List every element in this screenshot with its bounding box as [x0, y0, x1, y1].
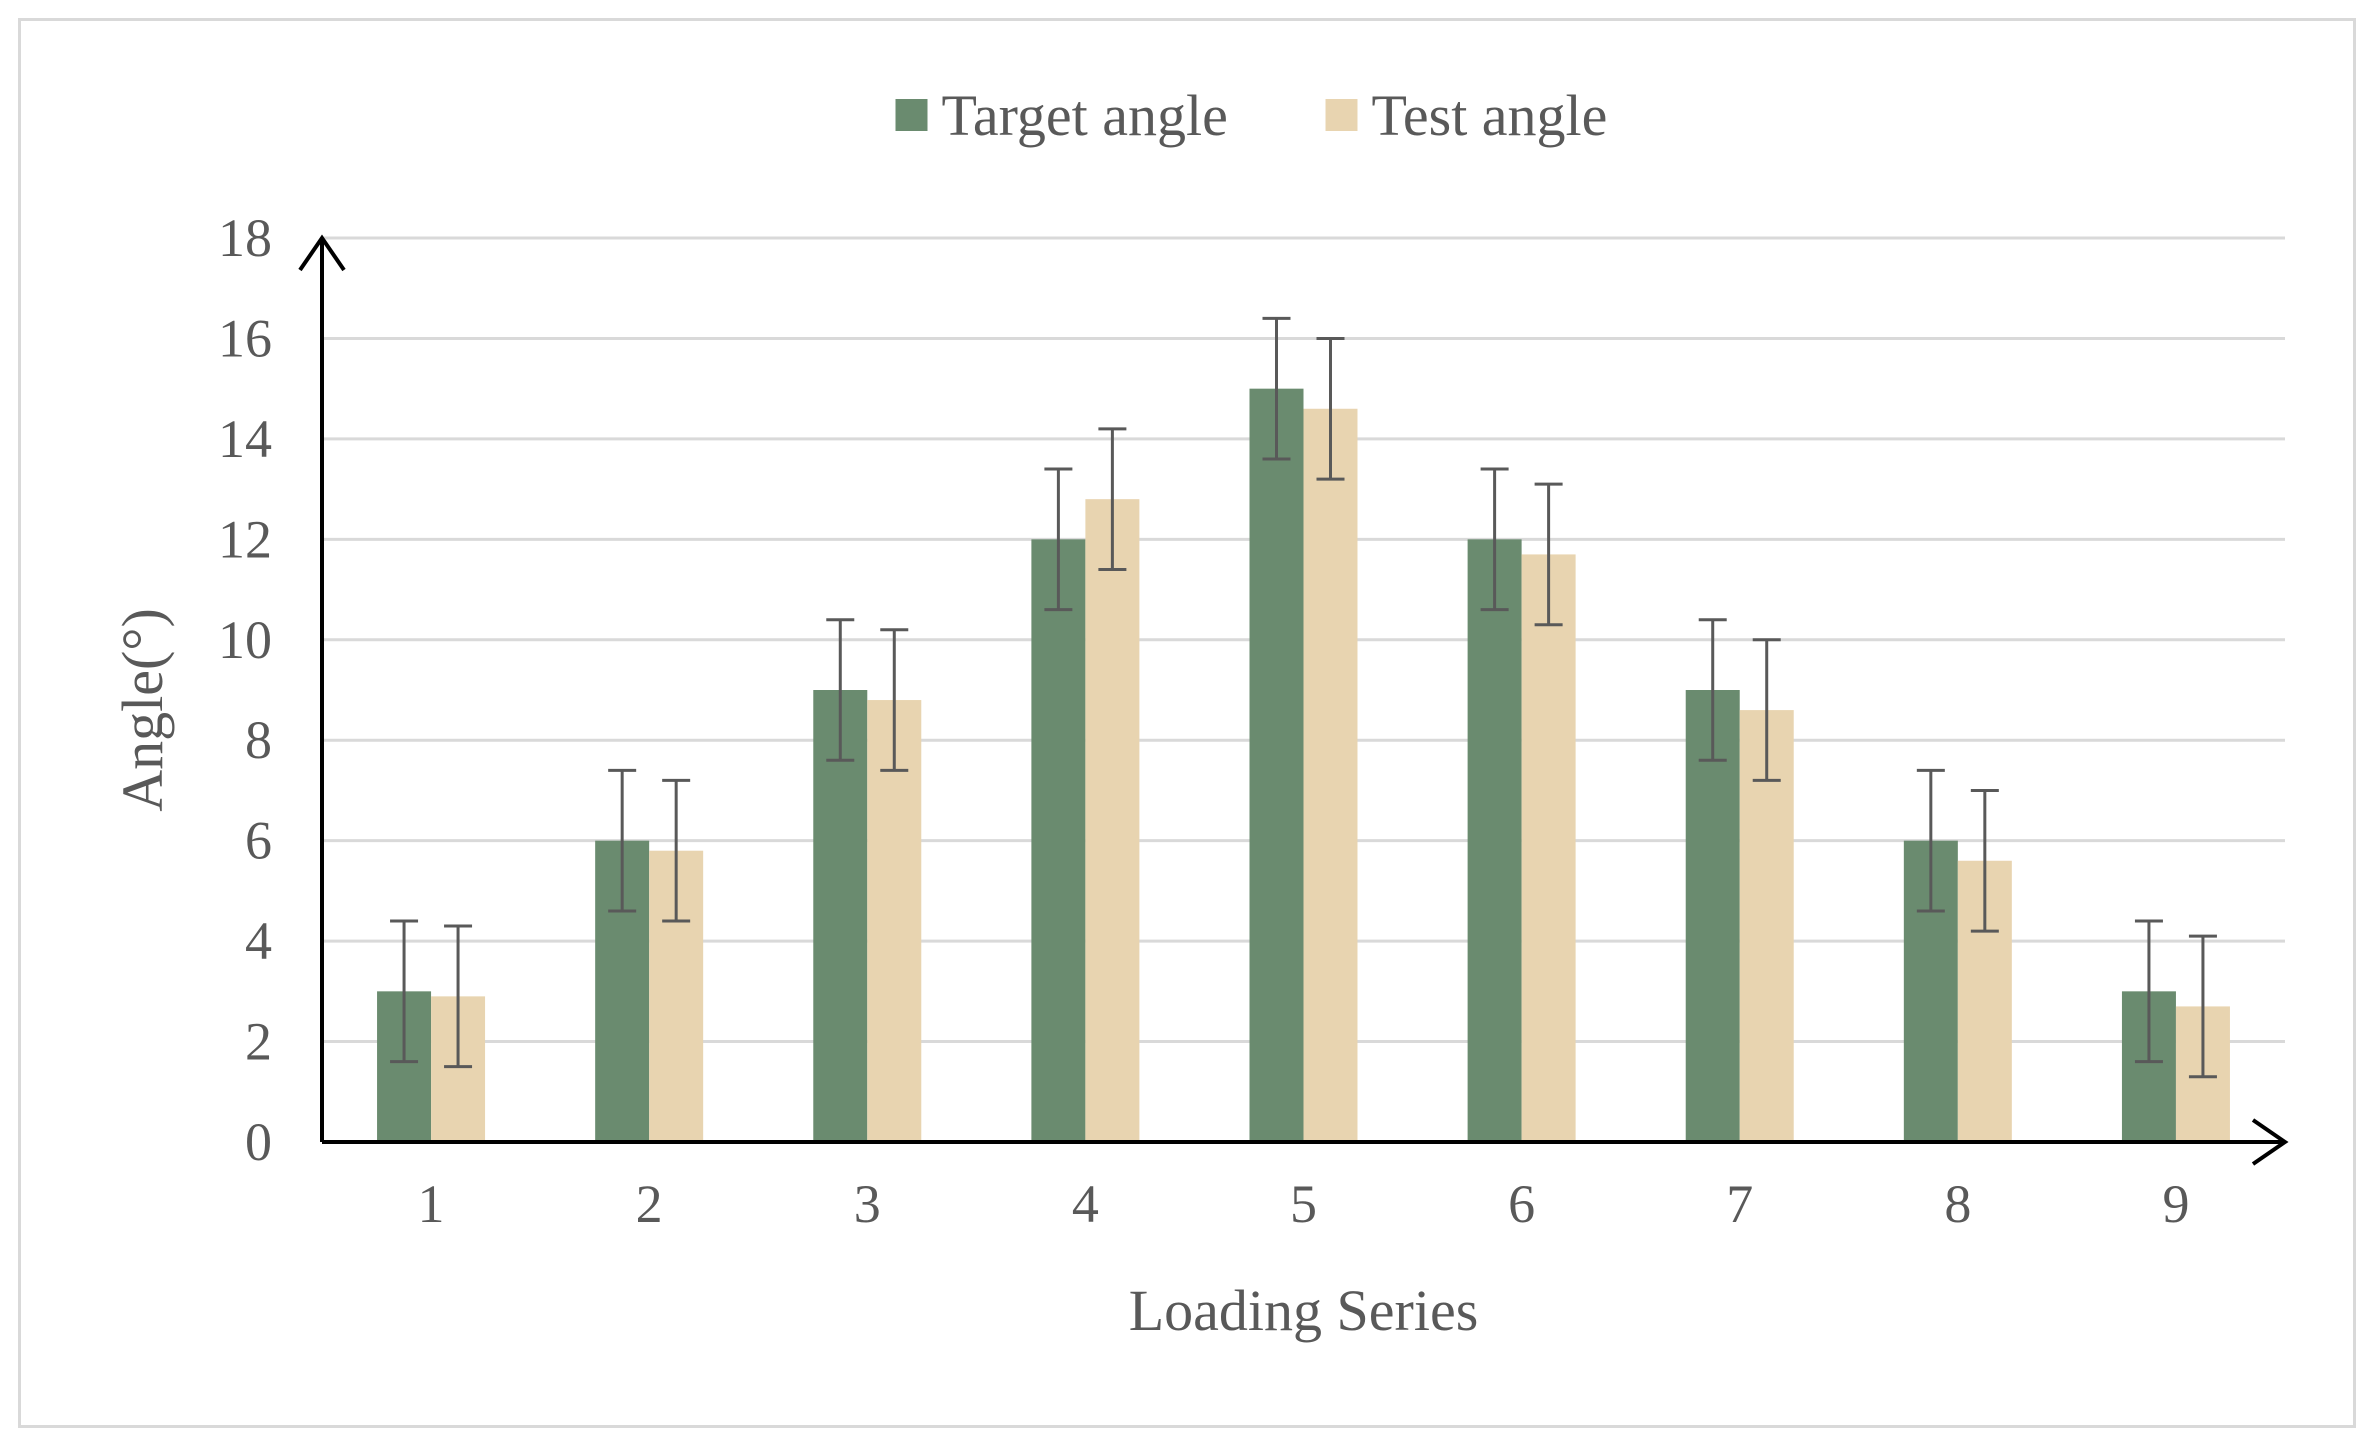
x-axis-arrow: [2251, 1118, 2289, 1166]
y-tick-label: 18: [218, 208, 272, 268]
bar-test-angle-6: [1521, 554, 1576, 1142]
bar-target-angle-3: [813, 690, 868, 1142]
x-tick-label: 5: [1290, 1174, 1317, 1234]
x-tick-label: 4: [1072, 1174, 1099, 1234]
y-axis-arrow: [298, 234, 346, 272]
y-tick-label: 2: [245, 1012, 272, 1072]
axes: [298, 234, 2289, 1166]
x-tick-label: 1: [418, 1174, 445, 1234]
y-axis-title: Angle(°): [110, 608, 175, 812]
x-tick-label: 3: [854, 1174, 881, 1234]
y-tick-label: 4: [245, 911, 272, 971]
x-tick-label: 2: [636, 1174, 663, 1234]
x-tick-label: 8: [1944, 1174, 1971, 1234]
y-tick-label: 16: [218, 308, 272, 368]
y-tick-label: 12: [218, 509, 272, 569]
bars: [377, 388, 2230, 1143]
legend-label: Target angle: [942, 83, 1228, 148]
bar-target-angle-7: [1685, 690, 1740, 1142]
y-tick-label: 0: [245, 1112, 272, 1172]
legend-swatch: [1325, 99, 1358, 131]
y-tick-label: 6: [245, 811, 272, 871]
y-tick-label: 10: [218, 610, 272, 670]
bar-target-angle-4: [1031, 539, 1086, 1142]
chart-frame: [18, 18, 2356, 1428]
x-tick-label: 9: [2162, 1174, 2189, 1234]
bar-test-angle-7: [1739, 710, 1794, 1142]
bar-test-angle-3: [867, 700, 922, 1142]
y-tick-label: 8: [245, 710, 272, 770]
error-bars: [390, 316, 2217, 1079]
x-tick-label: 7: [1726, 1174, 1753, 1234]
legend: Target angle Test angle: [895, 83, 1608, 148]
bar-target-angle-5: [1249, 388, 1304, 1143]
bar-test-angle-5: [1303, 408, 1358, 1142]
legend-swatch: [895, 99, 928, 131]
legend-label: Test angle: [1372, 83, 1608, 148]
x-axis-title: Loading Series: [1129, 1278, 1479, 1343]
bar-target-angle-6: [1467, 539, 1522, 1142]
bar-test-angle-4: [1085, 499, 1140, 1143]
y-tick-label: 14: [218, 409, 272, 469]
x-tick-label: 6: [1508, 1174, 1535, 1234]
